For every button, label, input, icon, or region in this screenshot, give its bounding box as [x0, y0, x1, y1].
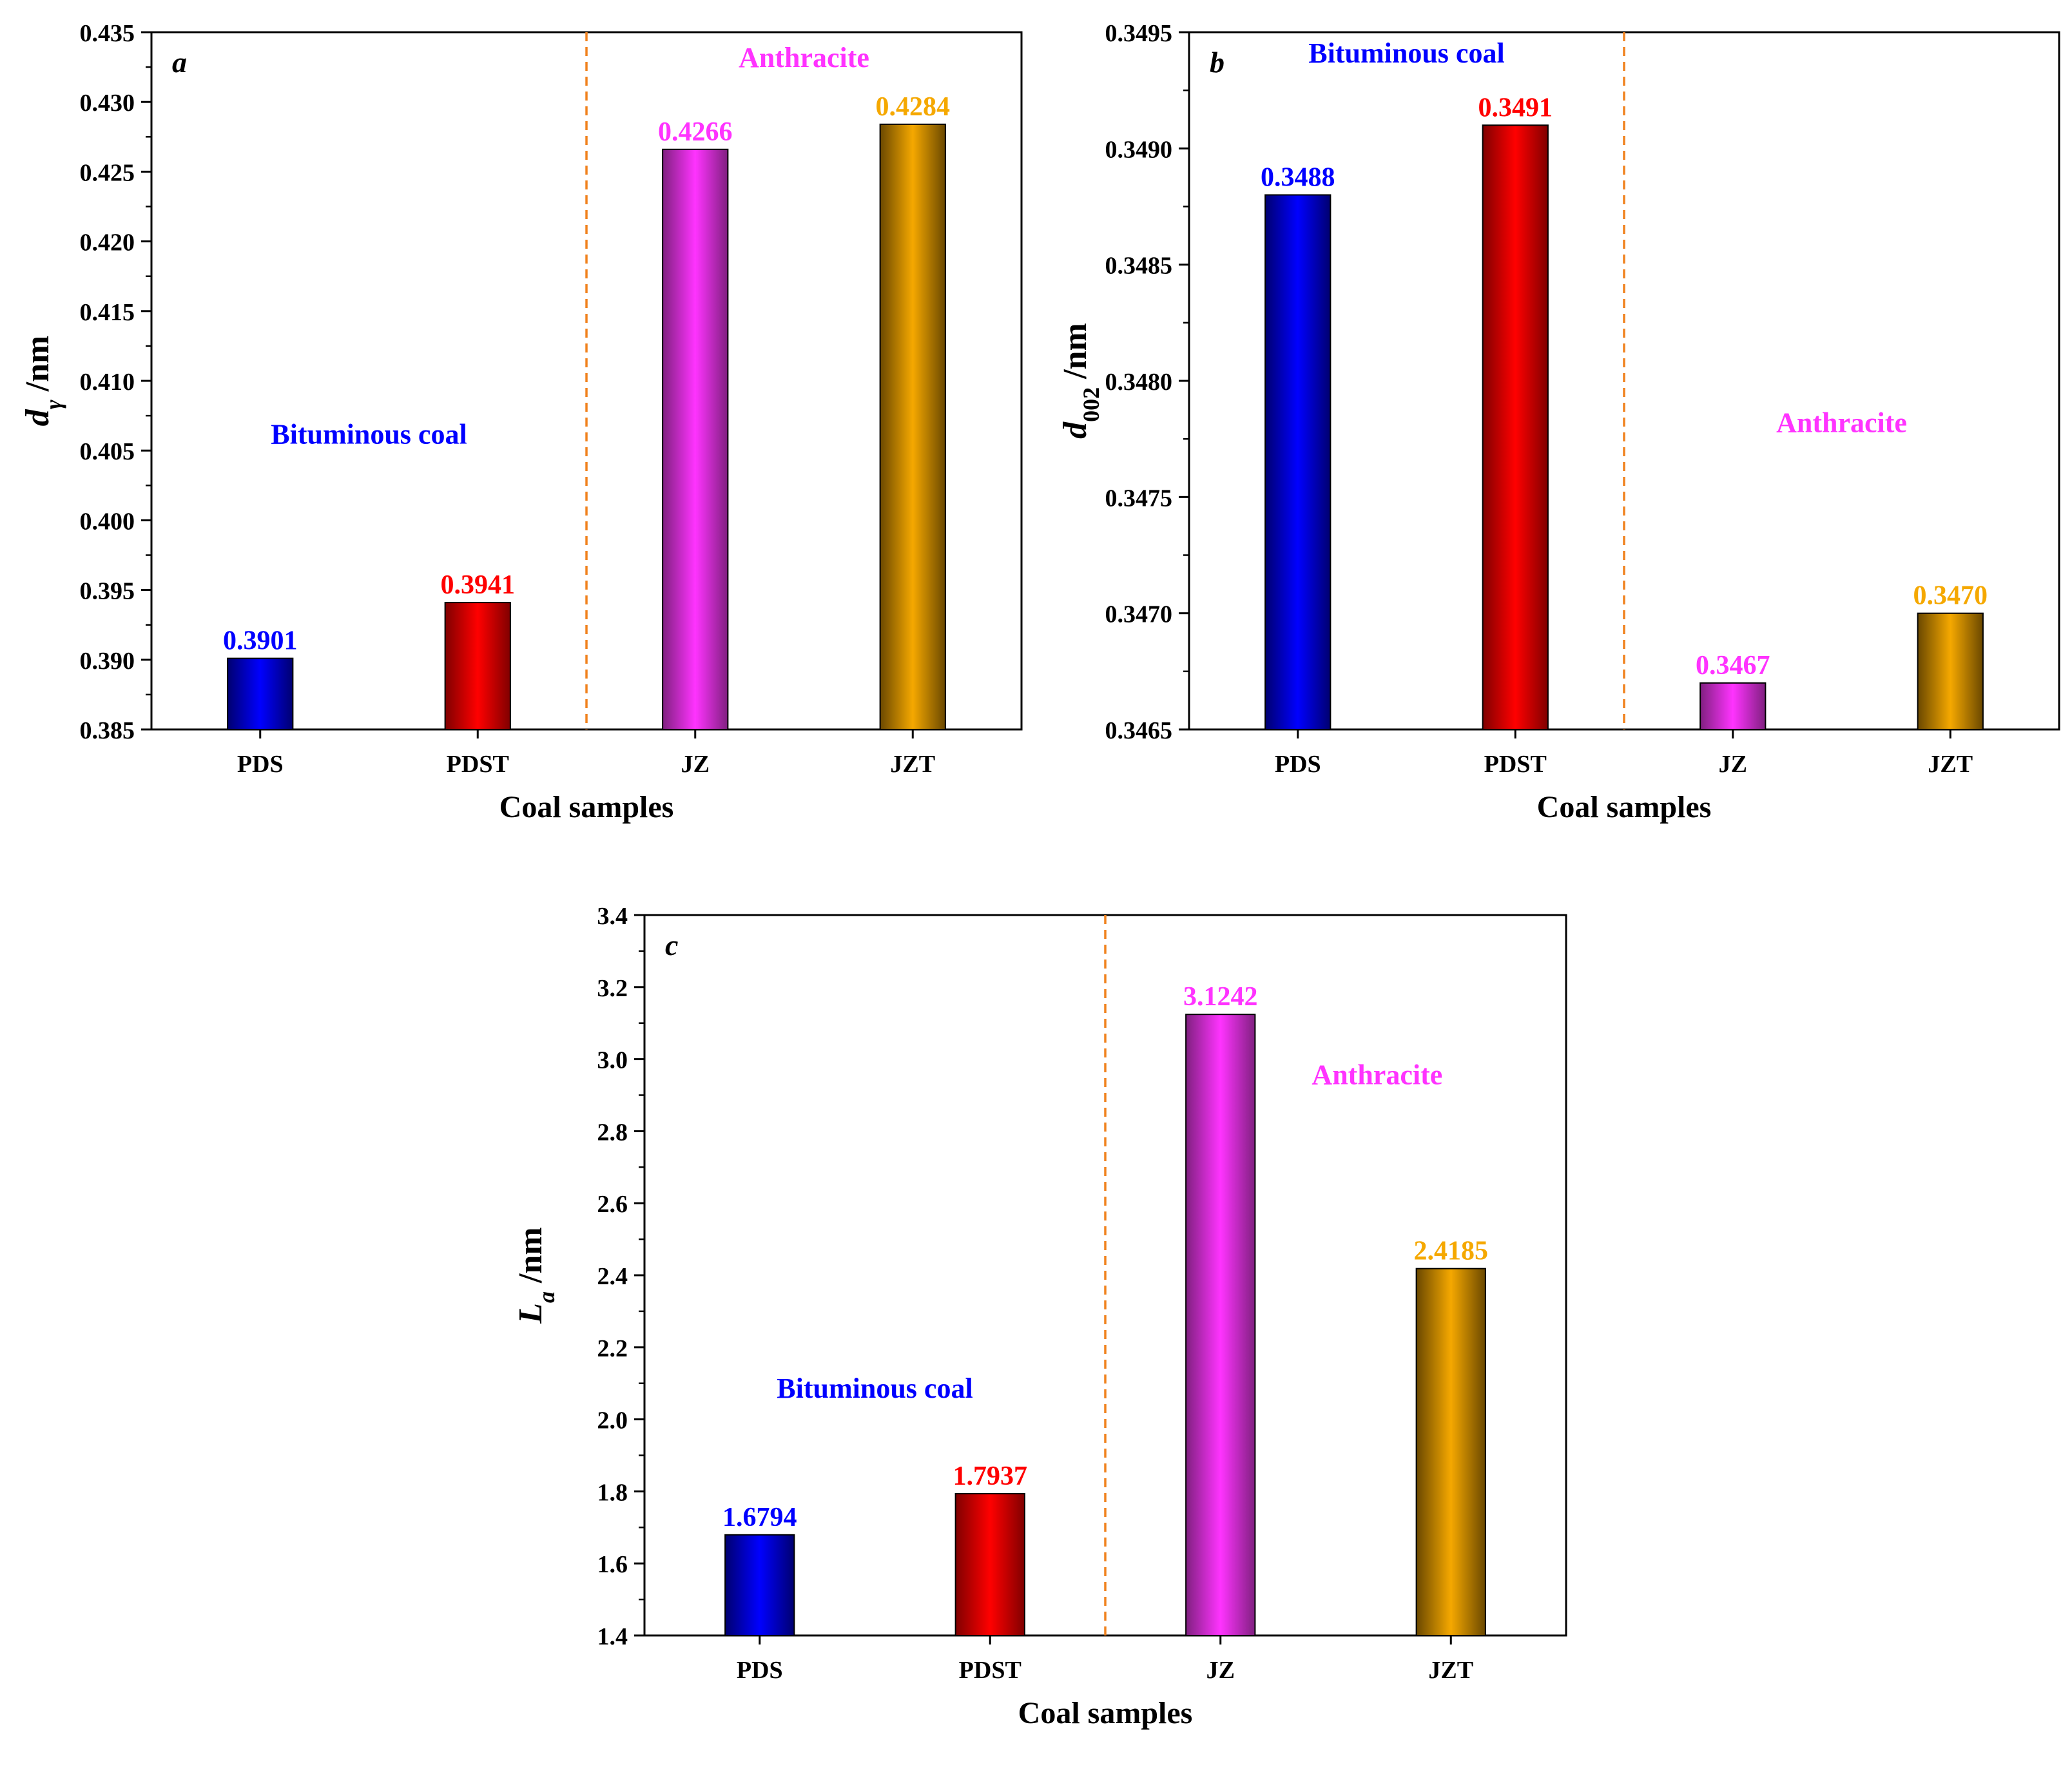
y-axis-title-unit: /nm [512, 1227, 549, 1291]
y-axis-title-symbol: L [512, 1303, 549, 1324]
x-axis-title: Coal samples [1018, 1696, 1193, 1730]
panel-label: c [665, 929, 678, 961]
group-annotation: Bituminous coal [777, 1373, 973, 1404]
x-tick-label-pdst: PDST [1484, 751, 1547, 778]
value-label-jzt: 0.3470 [1913, 581, 1988, 611]
value-label-pds: 0.3488 [1261, 162, 1335, 192]
y-tick-label: 3.2 [597, 975, 628, 1002]
bar-jz [1185, 1014, 1256, 1637]
chart-panel-b: 0.3465 0.3470 0.3475 0.3480 0.3485 0.3490 0.34… [1057, 20, 2060, 824]
y-tick-label: 0.3485 [1105, 253, 1173, 280]
y-tick-label: 1.8 [597, 1479, 628, 1506]
bar-pdst [1482, 124, 1549, 730]
group-annotation: Bituminous coal [271, 418, 467, 450]
x-tick-label-pdst: PDST [447, 751, 509, 778]
y-tick-label: 0.435 [80, 20, 135, 47]
x-tick-label-jzt: JZT [890, 751, 935, 778]
bar-jz [1699, 682, 1767, 731]
value-label-jzt: 0.4284 [876, 92, 951, 122]
bar-pds [227, 657, 294, 730]
group-annotation: Anthracite [1776, 407, 1907, 438]
y-tick-label: 2.8 [597, 1119, 628, 1146]
y-axis-title-symbol: d [19, 409, 56, 426]
x-axis-title: Coal samples [499, 790, 674, 824]
value-label-pds: 0.3901 [223, 626, 298, 656]
y-tick-label: 0.420 [80, 229, 135, 256]
chart-panel-c: 1.4 1.6 1.8 2.0 2.2 2.4 2.6 2.8 3.0 3.2 3.4 1.6794 P… [512, 903, 1567, 1730]
bar-jzt [1917, 612, 1984, 731]
chart-panel-a: 0.385 0.390 0.395 0.400 0.405 0.410 0.415 0.420… [19, 20, 1023, 824]
y-tick-label: 0.3480 [1105, 369, 1173, 396]
value-label-jzt: 2.4185 [1414, 1237, 1489, 1266]
y-tick-label: 0.3490 [1105, 136, 1173, 163]
x-tick-label-jzt: JZT [1928, 751, 1973, 778]
y-tick-label: 0.400 [80, 508, 135, 535]
value-label-jz: 0.3467 [1696, 651, 1770, 680]
y-tick-label: 1.6 [597, 1551, 628, 1578]
group-annotation: Anthracite [739, 42, 869, 73]
y-tick-label: 0.3470 [1105, 601, 1173, 628]
y-tick-label: 0.405 [80, 438, 135, 465]
y-tick-label: 0.385 [80, 717, 135, 744]
bar-pdst [444, 602, 511, 730]
x-tick-label-jz: JZ [681, 751, 710, 778]
panel-label: a [172, 46, 187, 79]
y-axis-title-subscript: γ [41, 400, 66, 409]
bar-jzt [879, 123, 946, 731]
group-annotation: Bituminous coal [1308, 37, 1504, 69]
value-label-pds: 1.6794 [722, 1503, 797, 1532]
bar-pdst [954, 1492, 1025, 1636]
y-tick-label: 3.4 [597, 903, 628, 930]
y-axis-title-subscript: 002 [1078, 387, 1104, 422]
x-tick-label-pds: PDS [1275, 751, 1321, 778]
y-tick-label: 0.425 [80, 159, 135, 186]
y-tick-label: 0.430 [80, 90, 135, 117]
value-label-pdst: 0.3491 [1478, 93, 1553, 122]
group-annotation: Anthracite [1312, 1059, 1442, 1091]
y-tick-label: 0.390 [80, 648, 135, 675]
y-tick-label: 2.4 [597, 1263, 628, 1290]
y-tick-label: 0.395 [80, 578, 135, 605]
x-tick-label-pds: PDS [237, 751, 284, 778]
y-tick-label: 0.410 [80, 369, 135, 396]
x-tick-label-jzt: JZT [1428, 1657, 1473, 1684]
bar-jzt [1415, 1268, 1486, 1636]
bar-pds [724, 1534, 795, 1637]
value-label-pdst: 1.7937 [953, 1461, 1028, 1491]
y-tick-label: 0.3465 [1105, 717, 1173, 744]
y-tick-label: 0.3495 [1105, 20, 1173, 47]
bar-pds [1264, 194, 1331, 730]
value-label-jz: 3.1242 [1183, 982, 1258, 1012]
y-tick-label: 0.3475 [1105, 485, 1173, 512]
y-tick-label: 0.415 [80, 299, 135, 326]
y-tick-label: 3.0 [597, 1047, 628, 1074]
y-tick-label: 2.2 [597, 1335, 628, 1362]
x-tick-label-jz: JZ [1719, 751, 1747, 778]
y-axis-title: La /nm [512, 1227, 559, 1324]
value-label-jz: 0.4266 [658, 117, 733, 147]
y-axis-title-unit: /nm [1057, 323, 1094, 387]
x-axis-title: Coal samples [1537, 790, 1712, 824]
x-tick-label-pds: PDS [737, 1657, 783, 1684]
y-axis-title-unit: /nm [19, 336, 56, 400]
y-tick-label: 2.6 [597, 1191, 628, 1218]
y-tick-label: 2.0 [597, 1407, 628, 1434]
x-tick-label-jz: JZ [1206, 1657, 1235, 1684]
bar-jz [662, 148, 729, 730]
panel-label: b [1210, 46, 1225, 79]
y-axis-title-symbol: d [1057, 421, 1094, 439]
x-tick-label-pdst: PDST [959, 1657, 1021, 1684]
y-axis-title: d002 /nm [1057, 323, 1104, 439]
y-axis-title-subscript: a [534, 1291, 559, 1303]
y-tick-label: 1.4 [597, 1623, 628, 1650]
value-label-pdst: 0.3941 [441, 570, 516, 600]
y-axis-title: dγ /nm [19, 336, 66, 427]
